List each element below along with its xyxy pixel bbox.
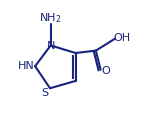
Text: N: N xyxy=(47,41,55,51)
Text: HN: HN xyxy=(18,61,34,71)
Text: NH$_2$: NH$_2$ xyxy=(39,11,62,25)
Text: O: O xyxy=(101,66,110,76)
Text: OH: OH xyxy=(113,33,130,43)
Text: S: S xyxy=(42,88,49,98)
